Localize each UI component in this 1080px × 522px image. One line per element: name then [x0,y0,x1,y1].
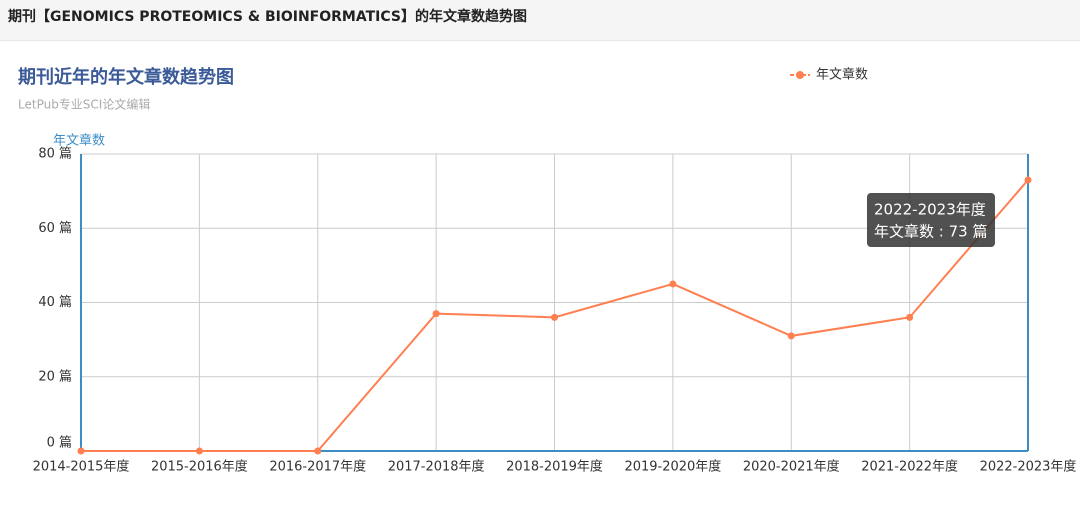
y-tick-label: 60 篇 [38,221,72,236]
data-point [551,313,558,321]
y-tick-label: 80 篇 [38,147,72,162]
y-tick-label: 40 篇 [38,295,72,310]
data-point [195,447,203,455]
x-tick-label: 2015-2016年度 [151,459,248,475]
header-title: 期刊【GENOMICS PROTEOMICS & BIOINFORMATICS】… [8,9,527,25]
tooltip-text: 年文章数 : 73 篇 [874,223,987,241]
x-tick-label: 2018-2019年度 [506,459,603,475]
y-tick-label: 20 篇 [38,369,72,384]
x-tick-label: 2016-2017年度 [269,459,366,475]
legend-marker [796,71,804,79]
y-tick-label: 0 篇 [47,436,72,451]
y-axis-title: 年文章数 [53,133,105,149]
data-point [787,332,795,340]
tooltip-box [867,193,995,247]
data-point [314,447,322,455]
data-point [906,313,914,321]
x-tick-label: 2022-2023年度 [980,459,1077,475]
chart-title: 期刊近年的年文章数趋势图 [18,66,234,88]
data-point [77,447,85,455]
tooltip-title: 2022-2023年度 [874,201,986,219]
x-tick-label: 2020-2021年度 [743,459,840,475]
x-tick-label: 2021-2022年度 [861,459,958,475]
x-tick-label: 2019-2020年度 [624,459,721,475]
chart-subtitle: LetPub专业SCI论文编辑 [18,97,150,112]
x-tick-label: 2014-2015年度 [33,459,130,475]
legend-label: 年文章数 [816,67,868,83]
data-point [669,280,677,288]
x-tick-label: 2017-2018年度 [388,459,485,475]
data-point [1024,176,1032,184]
data-point [432,310,440,318]
header-bar: 期刊【GENOMICS PROTEOMICS & BIOINFORMATICS】… [0,0,1080,41]
